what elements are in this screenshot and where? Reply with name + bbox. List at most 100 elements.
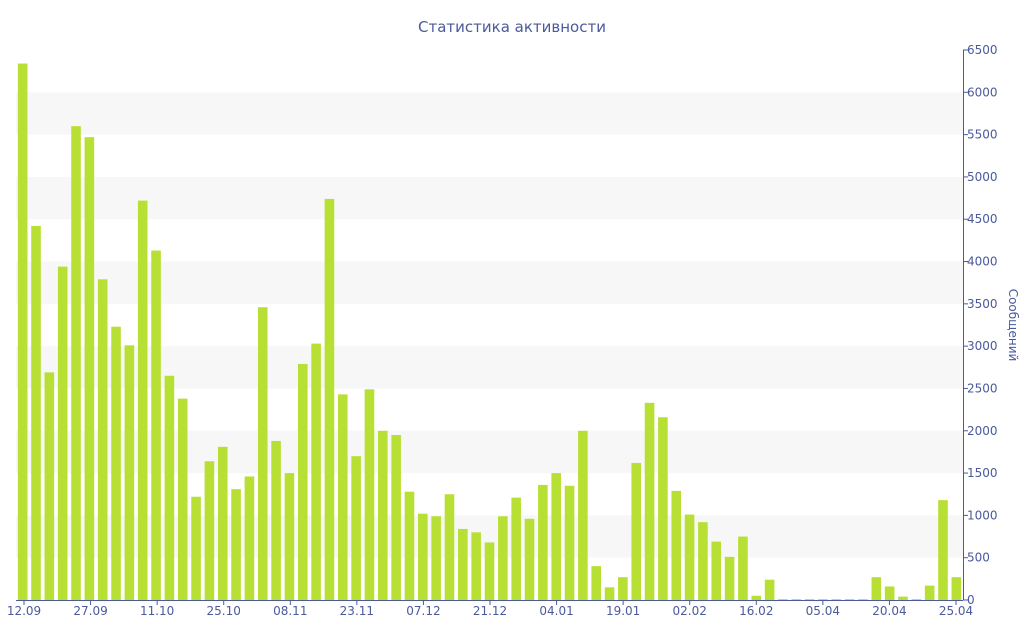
bar [57, 266, 68, 600]
bar [844, 599, 855, 600]
x-tick-label: 25.10 [207, 604, 241, 618]
bar [391, 435, 401, 600]
bar [898, 596, 908, 600]
bar [524, 518, 535, 600]
x-tick-label: 21.12 [473, 604, 507, 618]
bar [751, 595, 762, 600]
bar [871, 577, 882, 600]
bar [578, 430, 588, 600]
bar [818, 599, 828, 600]
bar [711, 541, 722, 600]
bar [431, 516, 441, 600]
bar [924, 585, 935, 600]
y-tick-label: 3000 [967, 339, 998, 353]
bar [257, 307, 268, 600]
x-tick-label: 25.04 [939, 604, 973, 618]
bar [498, 516, 508, 600]
bar [791, 599, 802, 600]
bar [111, 326, 121, 600]
bar [911, 599, 922, 600]
bar [17, 63, 28, 601]
bar [124, 345, 135, 600]
grid-band [16, 92, 963, 135]
bar [191, 496, 201, 600]
bar [44, 372, 55, 600]
bar [644, 402, 655, 600]
bar [418, 513, 428, 600]
bar [351, 456, 361, 600]
bar [778, 599, 788, 600]
bar [271, 440, 281, 600]
y-tick-label: 6500 [967, 43, 998, 57]
bar [618, 577, 628, 600]
chart-title: Статистика активности [418, 18, 606, 36]
bar [151, 250, 161, 601]
bar [177, 398, 188, 600]
x-tick-label: 23.11 [340, 604, 374, 618]
bar [658, 417, 668, 600]
x-tick-label: 04.01 [539, 604, 573, 618]
y-tick-label: 5500 [967, 128, 998, 142]
bar [337, 394, 348, 600]
bar [884, 586, 895, 600]
y-tick-label: 6000 [967, 85, 998, 99]
bar [698, 522, 708, 600]
x-ticks: 12.09 27.09 11.10 25.10 08.11 23.11 07.12 21.12… [7, 600, 973, 618]
bar [604, 587, 615, 600]
bar [377, 430, 388, 600]
y-tick-label: 4500 [967, 212, 998, 226]
bar [511, 497, 521, 600]
bar [217, 446, 228, 600]
y-tick-label: 2000 [967, 424, 998, 438]
y-ticks: 0 500 1000 1500 2000 2500 3000 3500 4000 4500 5000… [963, 43, 998, 607]
bar [591, 566, 601, 600]
y-tick-label: 3500 [967, 297, 998, 311]
bar [724, 556, 735, 600]
x-tick-label: 02.02 [673, 604, 707, 618]
bar [471, 532, 481, 600]
x-tick-label: 07.12 [406, 604, 440, 618]
bar [764, 579, 775, 600]
x-tick-label: 27.09 [73, 604, 107, 618]
bar [31, 226, 41, 600]
bar [804, 599, 815, 600]
y-tick-label: 4000 [967, 255, 998, 269]
bar [538, 484, 548, 600]
bar [858, 599, 868, 600]
bar [684, 514, 695, 600]
bar [84, 137, 95, 600]
bars [17, 63, 962, 601]
x-tick-label: 05.04 [806, 604, 840, 618]
bar [311, 343, 321, 600]
bar [244, 476, 255, 600]
y-tick-label: 0 [967, 593, 975, 607]
bar [551, 473, 561, 600]
bar [458, 528, 468, 600]
y-tick-label: 1000 [967, 508, 998, 522]
bar [231, 489, 241, 600]
x-tick-label: 20.04 [872, 604, 906, 618]
x-tick-label: 19.01 [606, 604, 640, 618]
bar [738, 536, 748, 600]
bar [631, 462, 642, 600]
grid-band [16, 261, 963, 304]
grid-band [16, 176, 963, 220]
bar [831, 599, 842, 600]
bar [564, 485, 575, 600]
y-axis-title: Сообщений [1006, 289, 1020, 362]
bar [484, 542, 495, 600]
bar [71, 126, 81, 601]
y-tick-label: 1500 [967, 466, 998, 480]
x-tick-label: 08.11 [273, 604, 307, 618]
bar [324, 198, 335, 601]
bar [938, 500, 948, 600]
bar [204, 461, 215, 600]
bar [404, 491, 415, 600]
grid-bands [16, 92, 963, 558]
x-tick-label: 16.02 [739, 604, 773, 618]
y-tick-label: 2500 [967, 381, 998, 395]
bar [364, 389, 375, 600]
bar [444, 494, 455, 600]
